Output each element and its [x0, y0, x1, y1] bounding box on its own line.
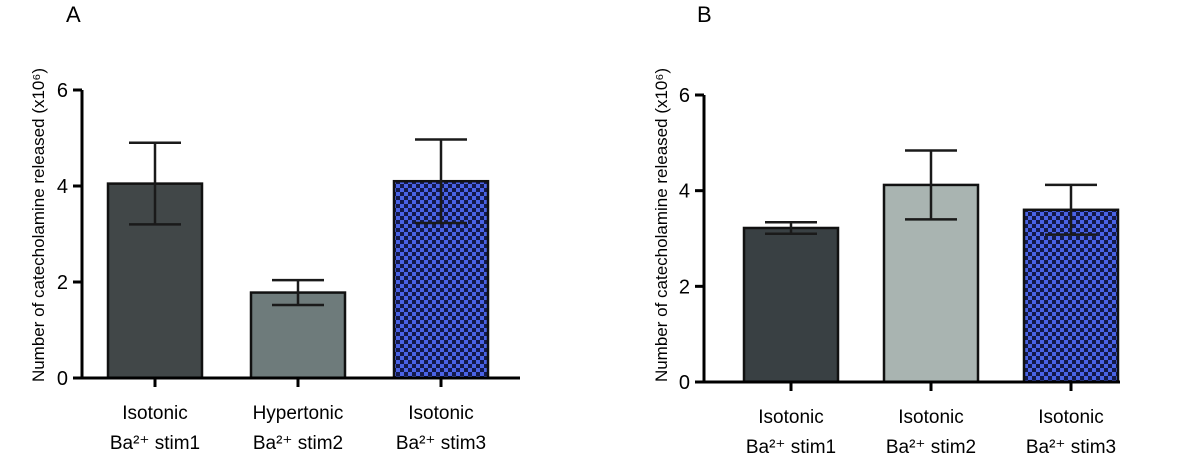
- panel-b-category-label-2: Isotonic Ba²⁺ stim2: [886, 407, 976, 458]
- panel-a-error-bar-3: [415, 138, 467, 225]
- panel-a-category-label-3-line-1: Isotonic: [408, 403, 473, 424]
- panel-b-category-label-3: Isotonic Ba²⁺ stim3: [1026, 407, 1116, 458]
- panel-a-category-label-3-line-2: Ba²⁺ stim3: [396, 433, 486, 454]
- panel-a-letter: A: [66, 2, 81, 27]
- panel-a-category-label-1: Isotonic Ba²⁺ stim1: [110, 403, 200, 454]
- panel-b-ylabel: Number of catecholamine released (x10⁶): [652, 68, 671, 382]
- panel-a-category-label-3: Isotonic Ba²⁺ stim3: [396, 403, 486, 454]
- panel-b-error-bar-3: [1045, 183, 1097, 236]
- panel-a-ytick-label-2: 2: [57, 272, 68, 294]
- panel-a-category-label-1-line-2: Ba²⁺ stim1: [110, 433, 200, 454]
- panel-b-category-label-3-line-1: Isotonic: [1038, 407, 1103, 428]
- panel-b-category-label-1: Isotonic Ba²⁺ stim1: [746, 407, 836, 458]
- panel-a-ytick-label-4: 4: [57, 176, 68, 198]
- panel-b-category-label-3-line-2: Ba²⁺ stim3: [1026, 437, 1116, 458]
- panel-b-ytick-label-2: 2: [679, 276, 690, 298]
- panel-b-ytick-label-0: 0: [679, 372, 690, 394]
- panel-b-ytick-label-4: 4: [679, 181, 690, 203]
- panel-a-category-label-2-line-1: Hypertonic: [253, 403, 344, 424]
- panel-b-category-label-1-line-1: Isotonic: [758, 407, 823, 428]
- panel-a: A Number of catecholamine released (x10⁶…: [29, 2, 520, 454]
- panel-a-category-label-2: Hypertonic Ba²⁺ stim2: [253, 403, 344, 454]
- panel-b-ytick-label-6: 6: [679, 85, 690, 107]
- panel-b-error-bar-2: [905, 149, 957, 221]
- panel-a-category-label-2-line-2: Ba²⁺ stim2: [253, 433, 343, 454]
- panel-b: B Number of catecholamine released (x10⁶…: [652, 2, 1120, 458]
- panel-a-category-label-1-line-1: Isotonic: [122, 403, 187, 424]
- panel-b-plot: 0 2 4 6 Isotonic Ba²⁺ stim1 Isotonic Ba²⁺ stim2…: [679, 85, 1120, 458]
- panel-a-error-bar-2: [272, 278, 324, 307]
- panel-a-ytick-label-6: 6: [57, 80, 68, 102]
- panel-b-letter: B: [697, 2, 712, 27]
- panel-b-error-bar-1: [765, 220, 817, 235]
- panel-b-category-label-2-line-1: Isotonic: [898, 407, 963, 428]
- panel-a-plot: 0 2 4 6 Isotonic Ba²⁺ stim1 Hypertonic Ba²⁺ sti…: [57, 80, 520, 454]
- panel-b-category-label-2-line-2: Ba²⁺ stim2: [886, 437, 976, 458]
- panel-a-ylabel: Number of catecholamine released (x10⁶): [29, 68, 48, 382]
- panel-b-category-label-1-line-2: Ba²⁺ stim1: [746, 437, 836, 458]
- panel-a-error-bar-1: [129, 141, 181, 226]
- panel-b-bar-1: [742, 226, 840, 384]
- panel-a-ytick-label-0: 0: [57, 368, 68, 390]
